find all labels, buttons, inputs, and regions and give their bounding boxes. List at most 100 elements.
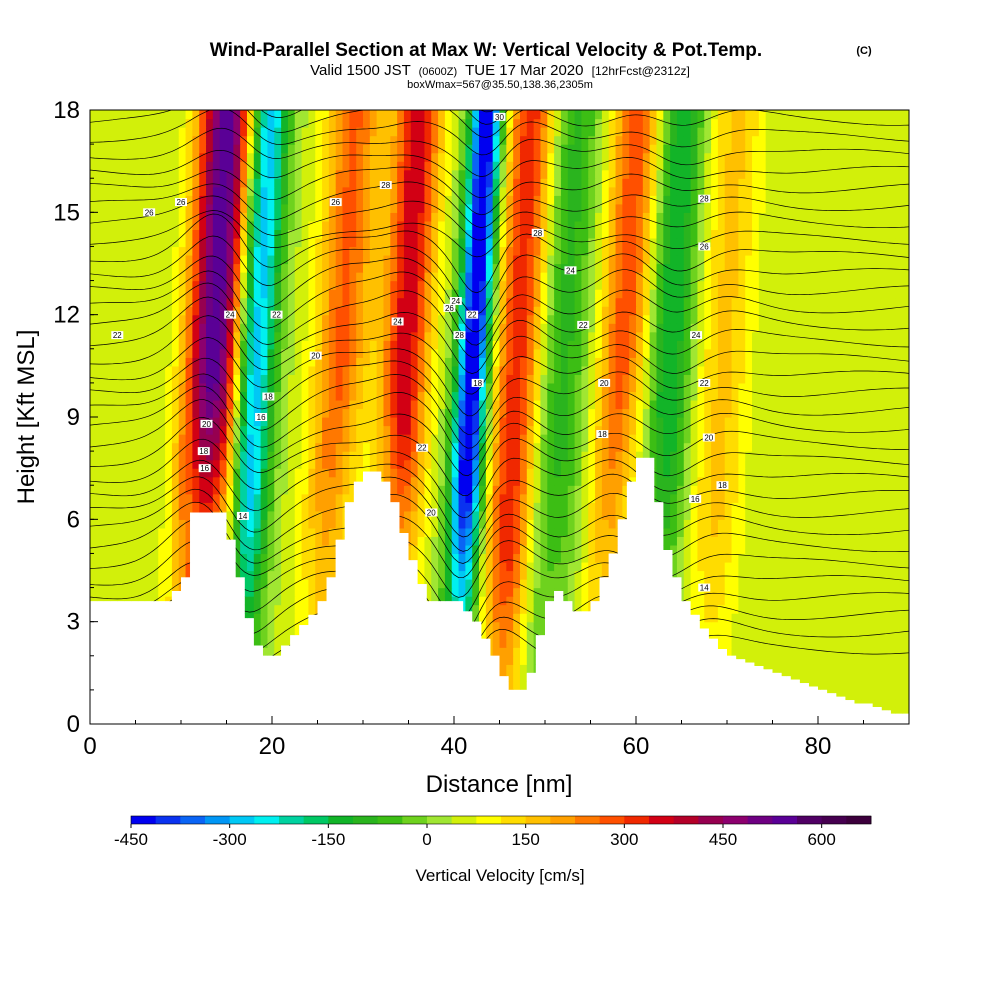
field-cell: [902, 621, 909, 631]
field-cell: [799, 417, 808, 427]
field-cell: [758, 519, 767, 529]
field-cell: [267, 476, 275, 486]
field-cell: [758, 579, 767, 589]
field-cell: [513, 570, 521, 580]
field-cell: [117, 408, 125, 418]
field-cell: [444, 468, 453, 478]
field-cell: [595, 596, 603, 606]
field-cell: [158, 587, 166, 597]
field-cell: [274, 451, 282, 461]
field-cell: [151, 570, 159, 580]
field-cell: [267, 527, 275, 537]
field-cell: [185, 502, 193, 512]
field-cell: [813, 485, 821, 495]
field-cell: [410, 476, 419, 486]
field-cell: [786, 391, 794, 401]
field-cell: [827, 587, 835, 597]
field-cell: [397, 476, 405, 486]
field-cell: [526, 493, 535, 503]
field-cell: [813, 527, 821, 537]
field-cell: [403, 459, 412, 469]
field-cell: [779, 382, 787, 393]
field-cell: [588, 570, 596, 580]
field-cell: [813, 493, 821, 503]
field-cell: [151, 425, 159, 435]
field-cell: [895, 621, 903, 631]
field-cell: [881, 570, 890, 580]
field-cell: [745, 519, 753, 529]
field-cell: [253, 434, 262, 444]
field-cell: [799, 434, 808, 444]
field-cell: [240, 527, 248, 537]
field-cell: [253, 417, 262, 427]
field-cell: [199, 485, 207, 495]
field-cell: [410, 544, 419, 555]
field-cell: [124, 536, 132, 546]
field-cell: [219, 476, 228, 486]
field-cell: [444, 536, 453, 546]
field-cell: [485, 399, 494, 410]
field-cell: [752, 408, 760, 418]
field-cell: [103, 544, 112, 555]
field-cell: [833, 374, 842, 384]
field-cell: [397, 493, 405, 503]
field-cell: [226, 425, 234, 435]
field-cell: [861, 536, 869, 546]
field-cell: [827, 519, 835, 529]
field-cell: [499, 493, 507, 503]
field-cell: [745, 510, 753, 520]
field-cell: [96, 451, 105, 461]
field-cell: [137, 493, 146, 503]
field-cell: [786, 638, 794, 648]
field-cell: [328, 527, 337, 537]
field-cell: [301, 561, 309, 572]
field-cell: [253, 459, 262, 469]
field-cell: [533, 553, 542, 563]
field-cell: [349, 374, 357, 384]
field-cell: [758, 621, 767, 631]
field-cell: [622, 485, 630, 495]
field-cell: [96, 510, 105, 520]
field-cell: [765, 451, 774, 461]
field-cell: [246, 374, 255, 384]
field-cell: [601, 493, 610, 503]
field-cell: [444, 596, 453, 606]
field-cell: [308, 365, 316, 375]
field-cell: [287, 399, 296, 410]
field-cell: [615, 476, 623, 486]
field-cell: [103, 399, 112, 410]
field-cell: [485, 434, 494, 444]
field-cell: [874, 570, 883, 580]
field-cell: [554, 476, 562, 486]
field-cell: [274, 630, 282, 640]
field-cell: [233, 468, 241, 478]
field-cell: [267, 613, 275, 623]
field-cell: [752, 536, 760, 546]
field-cell: [499, 553, 507, 563]
field-cell: [567, 468, 576, 478]
field-cell: [506, 442, 514, 452]
field-cell: [738, 434, 746, 444]
field-cell: [574, 434, 582, 444]
field-cell: [902, 493, 909, 503]
field-cell: [294, 399, 303, 410]
field-cell: [410, 536, 419, 546]
field-cell: [656, 425, 664, 435]
field-cell: [888, 442, 896, 452]
field-cell: [588, 468, 596, 478]
field-cell: [902, 408, 909, 418]
field-cell: [171, 579, 180, 589]
field-cell: [110, 408, 118, 418]
field-cell: [165, 579, 173, 589]
field-cell: [519, 485, 528, 495]
field-cell: [554, 519, 562, 529]
field-cell: [854, 647, 862, 657]
field-cell: [144, 425, 153, 435]
field-cell: [472, 596, 480, 606]
field-cell: [813, 408, 821, 418]
field-cell: [506, 664, 514, 674]
field-cell: [472, 391, 480, 401]
field-cell: [103, 459, 112, 469]
field-cell: [731, 647, 739, 657]
field-cell: [110, 485, 118, 495]
